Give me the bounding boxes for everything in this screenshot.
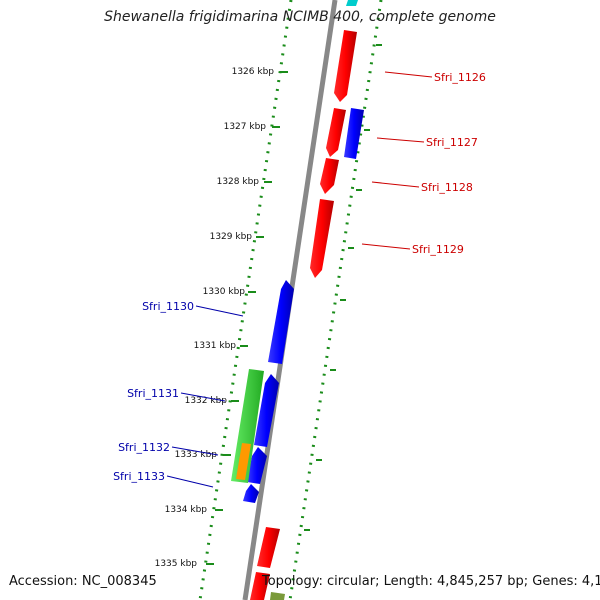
- gene-feature-sfri-1125[interactable]: [334, 30, 357, 102]
- gene-feature-sfri-1130[interactable]: [254, 374, 279, 447]
- topology-text: Topology: circular; Length: 4,845,257 bp…: [262, 574, 600, 589]
- gene-feature-red-lower-1[interactable]: [257, 527, 280, 568]
- other-features: [231, 369, 285, 600]
- kbp-label: 1335 kbp: [155, 559, 198, 569]
- gene-feature-sfri-1127-blue[interactable]: [344, 108, 364, 159]
- gene-feature-green[interactable]: [231, 369, 264, 483]
- gene-feature-sfri-1132[interactable]: [247, 447, 267, 484]
- gene-feature-sfri-1129[interactable]: [268, 280, 294, 364]
- gene-feature-sfri-1133[interactable]: [243, 484, 259, 503]
- kbp-label: 1333 kbp: [175, 450, 218, 460]
- kbp-label: 1328 kbp: [217, 177, 260, 187]
- gene-label-sfri-1126[interactable]: Sfri_1126: [434, 71, 486, 84]
- gene-feature-orange[interactable]: [236, 443, 251, 480]
- forward-strand-features: [250, 0, 358, 600]
- gene-label-sfri-1130[interactable]: Sfri_1130: [142, 300, 194, 313]
- inner-dotted-track: [198, 0, 293, 600]
- gene-labels: Sfri_1126 Sfri_1127 Sfri_1128 Sfri_1129 …: [113, 71, 486, 483]
- gene-feature-red-lower-2[interactable]: [250, 572, 270, 600]
- kbp-label: 1326 kbp: [232, 67, 275, 77]
- kbp-label: 1330 kbp: [203, 287, 246, 297]
- genome-title: Shewanella frigidimarina NCIMB 400, comp…: [104, 9, 496, 25]
- gene-feature-olive[interactable]: [270, 592, 285, 600]
- kbp-label: 1331 kbp: [194, 341, 237, 351]
- kbp-ticks: [206, 44, 382, 565]
- kbp-label: 1332 kbp: [185, 396, 228, 406]
- accession-text: Accession: NC_008345: [9, 574, 157, 589]
- gene-label-sfri-1128[interactable]: Sfri_1128: [421, 181, 473, 194]
- gene-label-leaders: [166, 71, 433, 488]
- kbp-label: 1327 kbp: [224, 122, 267, 132]
- gene-label-sfri-1132[interactable]: Sfri_1132: [118, 441, 170, 454]
- kbp-label: 1329 kbp: [210, 232, 253, 242]
- gene-feature-sfri-1128[interactable]: [310, 199, 334, 278]
- outer-dotted-track: [288, 0, 383, 600]
- gene-label-sfri-1131[interactable]: Sfri_1131: [127, 387, 179, 400]
- kbp-label: 1334 kbp: [165, 505, 208, 515]
- gene-label-sfri-1129[interactable]: Sfri_1129: [412, 243, 464, 256]
- reverse-strand-features: [243, 108, 364, 503]
- gene-feature-sfri-1126[interactable]: [326, 108, 346, 157]
- gene-feature-cyan[interactable]: [346, 0, 358, 6]
- gene-label-sfri-1133[interactable]: Sfri_1133: [113, 470, 165, 483]
- gene-feature-sfri-1127[interactable]: [320, 158, 339, 194]
- gene-label-sfri-1127[interactable]: Sfri_1127: [426, 136, 478, 149]
- kbp-labels: 1326 kbp 1327 kbp 1328 kbp 1329 kbp 1330…: [155, 67, 275, 569]
